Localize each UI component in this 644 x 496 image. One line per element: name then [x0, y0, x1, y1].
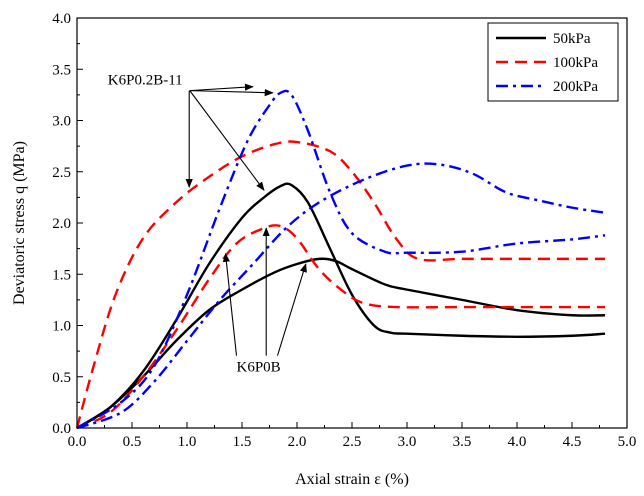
x-tick-label: 4.5 [563, 434, 582, 450]
annotation-arrow [189, 89, 274, 97]
x-tick-label: 1.0 [178, 434, 197, 450]
series-lines [75, 89, 606, 430]
series-line-100kPa-K6P0B [76, 224, 605, 430]
annotation-arrow [276, 263, 307, 356]
x-axis-title: Axial strain ε (%) [295, 471, 409, 488]
x-tick-label: 2.0 [288, 434, 307, 450]
y-tick-label: 2.0 [52, 216, 71, 232]
annotation-arrow [189, 90, 265, 191]
series-line-50kPa-K6P0B [76, 257, 606, 430]
y-tick-label: 3.0 [52, 114, 71, 130]
legend-label: 200kPa [553, 79, 598, 95]
series-line-50kPa-K6P02B11 [76, 182, 606, 430]
annotation-label: K6P0.2B-11 [108, 73, 183, 89]
annotation-arrow [189, 83, 254, 92]
x-tick-label: 0.5 [123, 434, 142, 450]
y-axis-title: Deviatoric stress q (MPa) [11, 141, 28, 305]
x-tick-label: 3.0 [398, 434, 417, 450]
legend-label: 100kPa [553, 55, 598, 71]
axis-ticks: 0.0 0.5 1.0 1.5 2.0 2.5 3.0 3.5 4.0 4.5 5.0 0.0 0.5 1… [52, 11, 636, 450]
legend: 50kPa 100kPa 200kPa [487, 22, 619, 102]
annotations: K6P0.2B-11 K6P0B [108, 73, 307, 376]
y-tick-label: 1.0 [52, 319, 71, 335]
x-tick-label: 4.0 [508, 434, 527, 450]
y-tick-label: 1.5 [52, 267, 71, 283]
y-tick-label: 3.5 [52, 62, 71, 78]
x-tick-label: 1.5 [233, 434, 252, 450]
x-tick-label: 2.5 [343, 434, 362, 450]
y-tick-label: 2.5 [52, 165, 71, 181]
legend-box [487, 22, 619, 102]
x-tick-label: 0.0 [68, 434, 87, 450]
legend-label: 50kPa [553, 31, 591, 47]
x-tick-label: 3.5 [453, 434, 472, 450]
annotation-label: K6P0B [237, 360, 281, 376]
y-tick-label: 0.0 [52, 421, 71, 437]
series-line-200kPa-K6P02B11 [76, 89, 606, 430]
annotation-arrow [222, 252, 238, 356]
y-tick-label: 4.0 [52, 11, 71, 27]
series-line-200kPa-K6P0B [76, 162, 606, 430]
series-line-100kPa-K6P02B11 [75, 140, 605, 429]
x-tick-label: 5.0 [618, 434, 637, 450]
y-tick-label: 0.5 [52, 370, 71, 386]
